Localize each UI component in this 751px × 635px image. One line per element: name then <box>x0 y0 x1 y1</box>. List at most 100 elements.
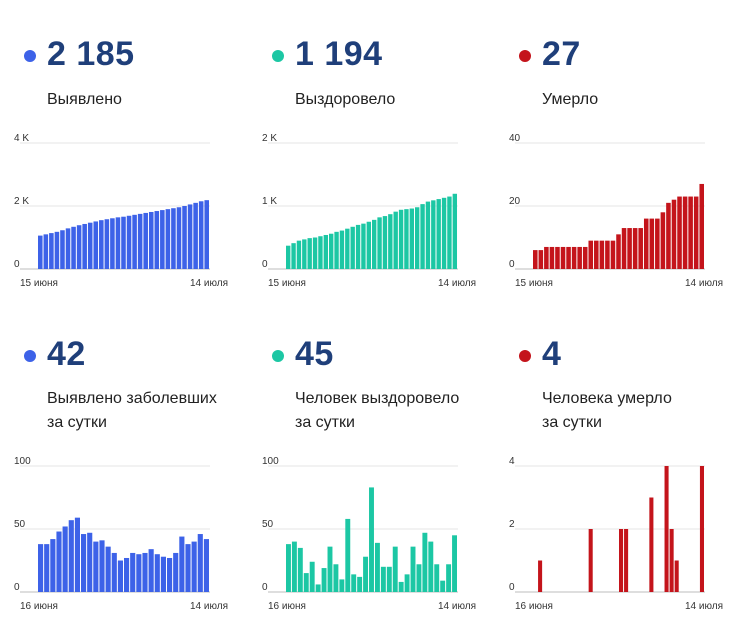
bar <box>54 231 60 269</box>
y-tick-label: 40 <box>509 133 521 144</box>
stat-card-detected-daily: 42 Выявлено заболевших за сутки 0 50 100 16… <box>14 335 260 635</box>
bar <box>374 542 380 592</box>
bar <box>38 235 43 269</box>
y-tick-label: 2 K <box>262 133 277 144</box>
bar <box>538 560 543 592</box>
bar <box>660 212 666 269</box>
bar <box>440 580 446 592</box>
stat-number: 45 <box>295 335 334 373</box>
bar <box>447 196 452 269</box>
bar <box>621 228 627 269</box>
bar <box>291 243 296 269</box>
teal-dot-icon <box>272 350 284 362</box>
bar <box>366 221 372 269</box>
bar <box>643 218 649 269</box>
y-tick-label: 4 <box>509 456 515 467</box>
bar <box>410 546 416 592</box>
bar <box>104 219 110 269</box>
stat-label-line-1: Выздоровело <box>295 91 396 108</box>
bar <box>291 541 297 592</box>
bar <box>333 564 339 592</box>
bar <box>303 573 309 592</box>
bar <box>87 222 93 269</box>
bar <box>142 552 148 592</box>
bar <box>588 240 594 269</box>
bar <box>393 211 398 269</box>
bar <box>588 529 593 592</box>
bar <box>624 529 629 592</box>
stat-label-line-1: Человек выздоровело <box>295 390 460 407</box>
bar <box>93 221 99 269</box>
bar <box>669 529 674 592</box>
bar <box>610 240 616 269</box>
bar <box>307 238 312 269</box>
bar <box>677 196 682 269</box>
bar <box>176 207 182 269</box>
bar <box>81 534 87 592</box>
bar <box>538 250 544 269</box>
y-tick-label: 50 <box>262 519 274 530</box>
blue-dot-icon <box>24 350 36 362</box>
bar <box>638 228 643 269</box>
bar <box>398 209 404 269</box>
bar <box>93 541 99 592</box>
y-tick-label: 0 <box>14 259 20 270</box>
x-end-label: 14 июля <box>190 601 228 612</box>
blue-dot-icon <box>24 50 36 62</box>
bar <box>136 554 142 592</box>
y-tick-label: 2 <box>509 519 515 530</box>
bar <box>315 584 321 592</box>
bar <box>452 535 457 592</box>
y-tick-label: 100 <box>262 456 279 467</box>
x-start-label: 15 июня <box>20 278 58 289</box>
x-start-label: 15 июня <box>515 278 553 289</box>
bar <box>544 246 549 269</box>
bar <box>110 218 115 269</box>
bar <box>355 224 361 269</box>
x-start-label: 16 июня <box>20 601 58 612</box>
bar <box>428 541 434 592</box>
bar <box>549 246 555 269</box>
bar <box>699 183 704 269</box>
bar <box>312 237 318 269</box>
bar <box>345 518 351 592</box>
bar <box>132 214 137 269</box>
y-tick-label: 0 <box>509 259 515 270</box>
y-tick-label: 0 <box>14 582 20 593</box>
bar <box>377 217 382 269</box>
bar <box>404 574 410 592</box>
bar <box>38 544 44 592</box>
bar <box>43 234 49 269</box>
bar <box>693 196 699 269</box>
bar <box>297 547 303 592</box>
bar <box>632 228 638 269</box>
bar <box>339 230 345 269</box>
bar <box>372 219 377 269</box>
bar <box>688 196 693 269</box>
stat-number: 42 <box>47 335 86 373</box>
x-end-label: 14 июля <box>438 601 476 612</box>
bar <box>436 199 441 269</box>
y-tick-label: 0 <box>262 259 268 270</box>
bar <box>154 211 160 269</box>
bar <box>74 517 80 592</box>
bar <box>50 539 56 592</box>
bar <box>334 231 339 269</box>
bar <box>674 560 679 592</box>
bar <box>321 568 327 592</box>
bar <box>380 566 386 592</box>
bar <box>68 520 74 592</box>
stat-label-line-2: за сутки <box>47 414 107 431</box>
bar <box>111 552 117 592</box>
stat-number: 27 <box>542 35 581 73</box>
bar <box>345 228 350 269</box>
bar <box>203 539 209 592</box>
bar <box>599 240 605 269</box>
chart-detected: 0 2 K 4 K 15 июня 14 июля <box>14 133 228 289</box>
bar <box>682 196 688 269</box>
bar <box>616 234 621 269</box>
bar <box>571 246 577 269</box>
stat-label-line-1: Выявлено <box>47 91 122 108</box>
y-tick-label: 50 <box>14 519 26 530</box>
bar <box>182 206 187 269</box>
